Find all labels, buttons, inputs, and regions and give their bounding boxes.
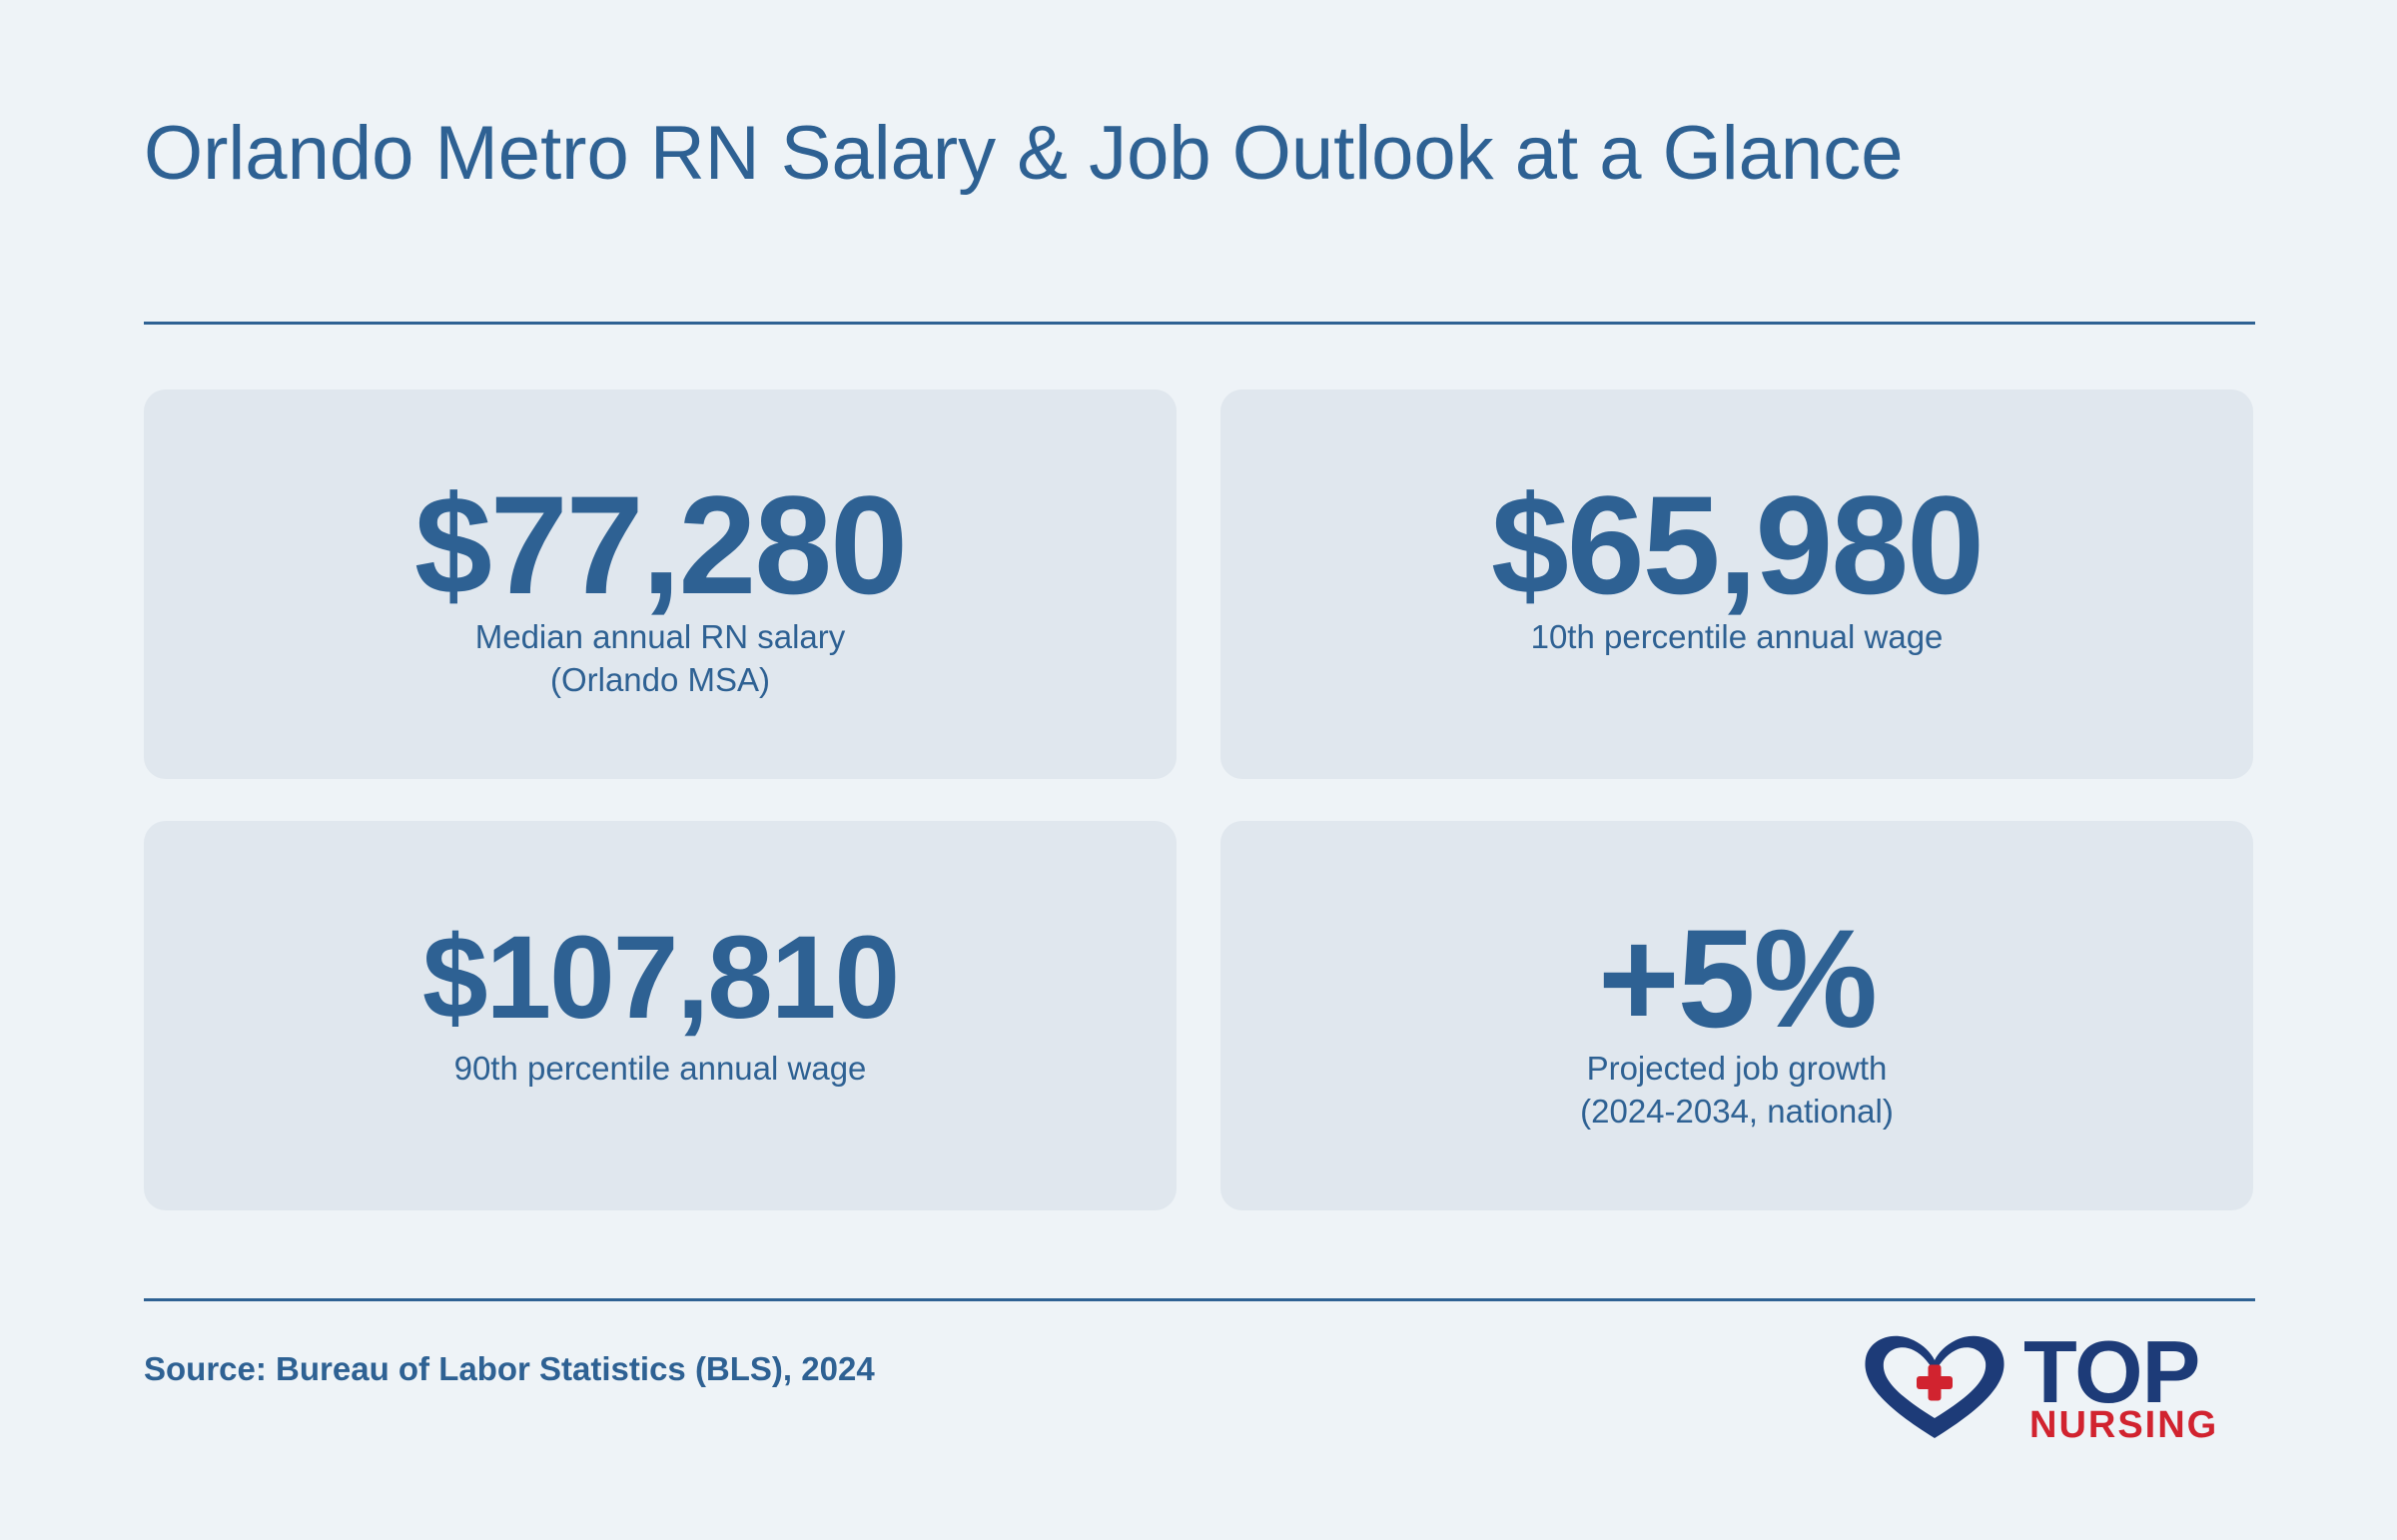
stat-card-job-growth: +5% Projected job growth (2024-2034, nat… [1220,821,2253,1210]
stat-label-line: Median annual RN salary [474,618,846,655]
stat-label-line: (Orlando MSA) [549,661,771,698]
logo-text-top: TOP [2023,1322,2200,1421]
stat-card-median-salary: $77,280 Median annual RN salary (Orlando… [144,389,1177,779]
stat-card-90th-percentile: $107,810 90th percentile annual wage [144,821,1177,1210]
top-divider [144,322,2255,325]
stat-label: 10th percentile annual wage [1220,615,2253,658]
stat-value: $107,810 [421,912,900,1044]
stat-label: 90th percentile annual wage [144,1047,1177,1090]
stat-label: Projected job growth (2024-2034, nationa… [1220,1047,2253,1133]
bottom-divider [144,1298,2255,1301]
stat-value: $77,280 [413,466,908,623]
stat-label-line: Projected job growth [1586,1050,1888,1087]
stat-card-10th-percentile: $65,980 10th percentile annual wage [1220,389,2253,779]
top-nursing-logo: TOP NURSING [1860,1328,2259,1446]
stat-value: +5% [1597,900,1878,1057]
stat-value: $65,980 [1490,466,1985,623]
stat-label-line: (2024-2034, national) [1580,1093,1894,1130]
stat-label-line: 90th percentile annual wage [453,1050,867,1087]
heart-cross-icon [1865,1335,2004,1438]
stat-label-line: 10th percentile annual wage [1530,618,1944,655]
source-citation: Source: Bureau of Labor Statistics (BLS)… [144,1350,875,1387]
stat-label: Median annual RN salary (Orlando MSA) [144,615,1177,701]
page-title: Orlando Metro RN Salary & Job Outlook at… [144,111,1904,196]
logo-text-bottom: NURSING [2029,1404,2219,1446]
